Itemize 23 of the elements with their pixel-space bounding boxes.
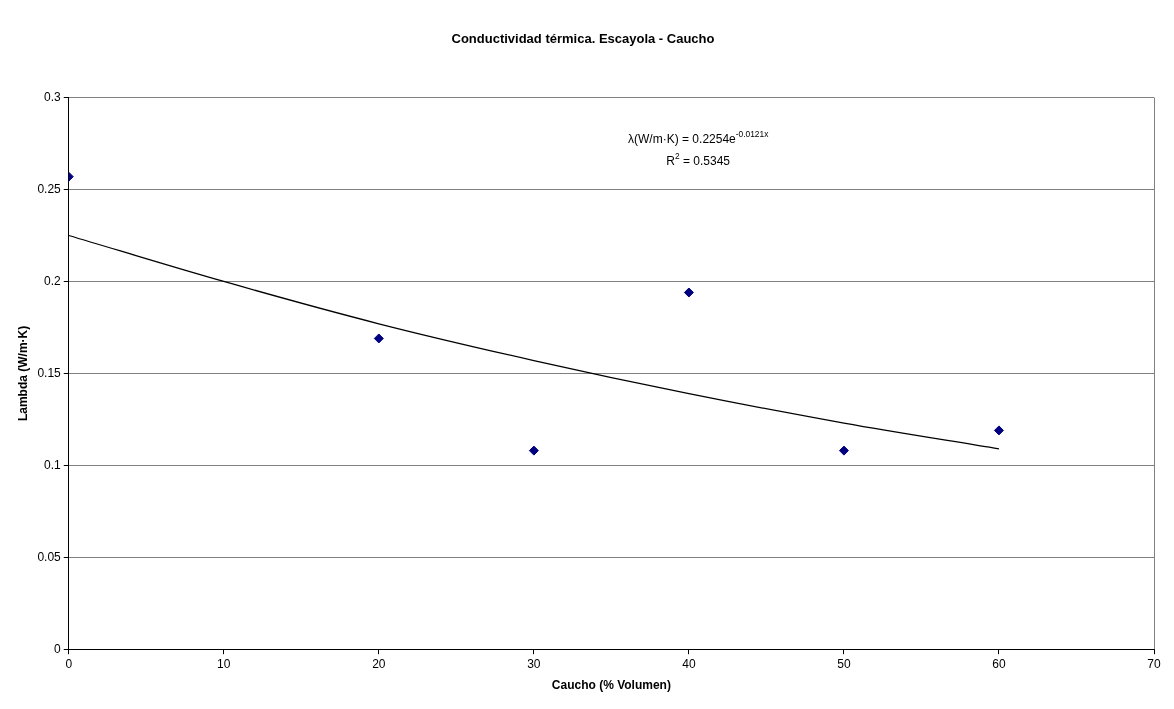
y-tick-label: 0.2	[44, 273, 62, 288]
x-tick-label: 30	[527, 656, 541, 671]
y-tick-label: 0.3	[44, 89, 62, 104]
point	[528, 445, 539, 456]
point	[373, 333, 384, 344]
y-tick-label: 0.1	[44, 457, 62, 472]
x-axis-title: Caucho (% Volumen)	[551, 678, 671, 693]
point	[683, 287, 694, 298]
y-tick-label: 0	[54, 641, 62, 656]
x-tick-label: 0	[65, 656, 73, 671]
x-tick-label: 10	[217, 656, 231, 671]
y-axis-title: Lambda (W/m·K)	[15, 325, 30, 422]
x-tick-label: 60	[992, 656, 1006, 671]
x-tick-label: 40	[682, 656, 696, 671]
y-tick-label: 0.25	[37, 181, 62, 196]
y-tick-label: 0.05	[37, 549, 62, 564]
x-tick-label: 20	[372, 656, 386, 671]
x-tick-label: 70	[1147, 656, 1161, 671]
x-tick-label: 50	[837, 656, 851, 671]
point	[993, 425, 1004, 436]
y-tick-label: 0.15	[37, 365, 62, 380]
point	[838, 445, 849, 456]
chart-title: Conductividad térmica. Escayola - Caucho	[451, 31, 715, 47]
